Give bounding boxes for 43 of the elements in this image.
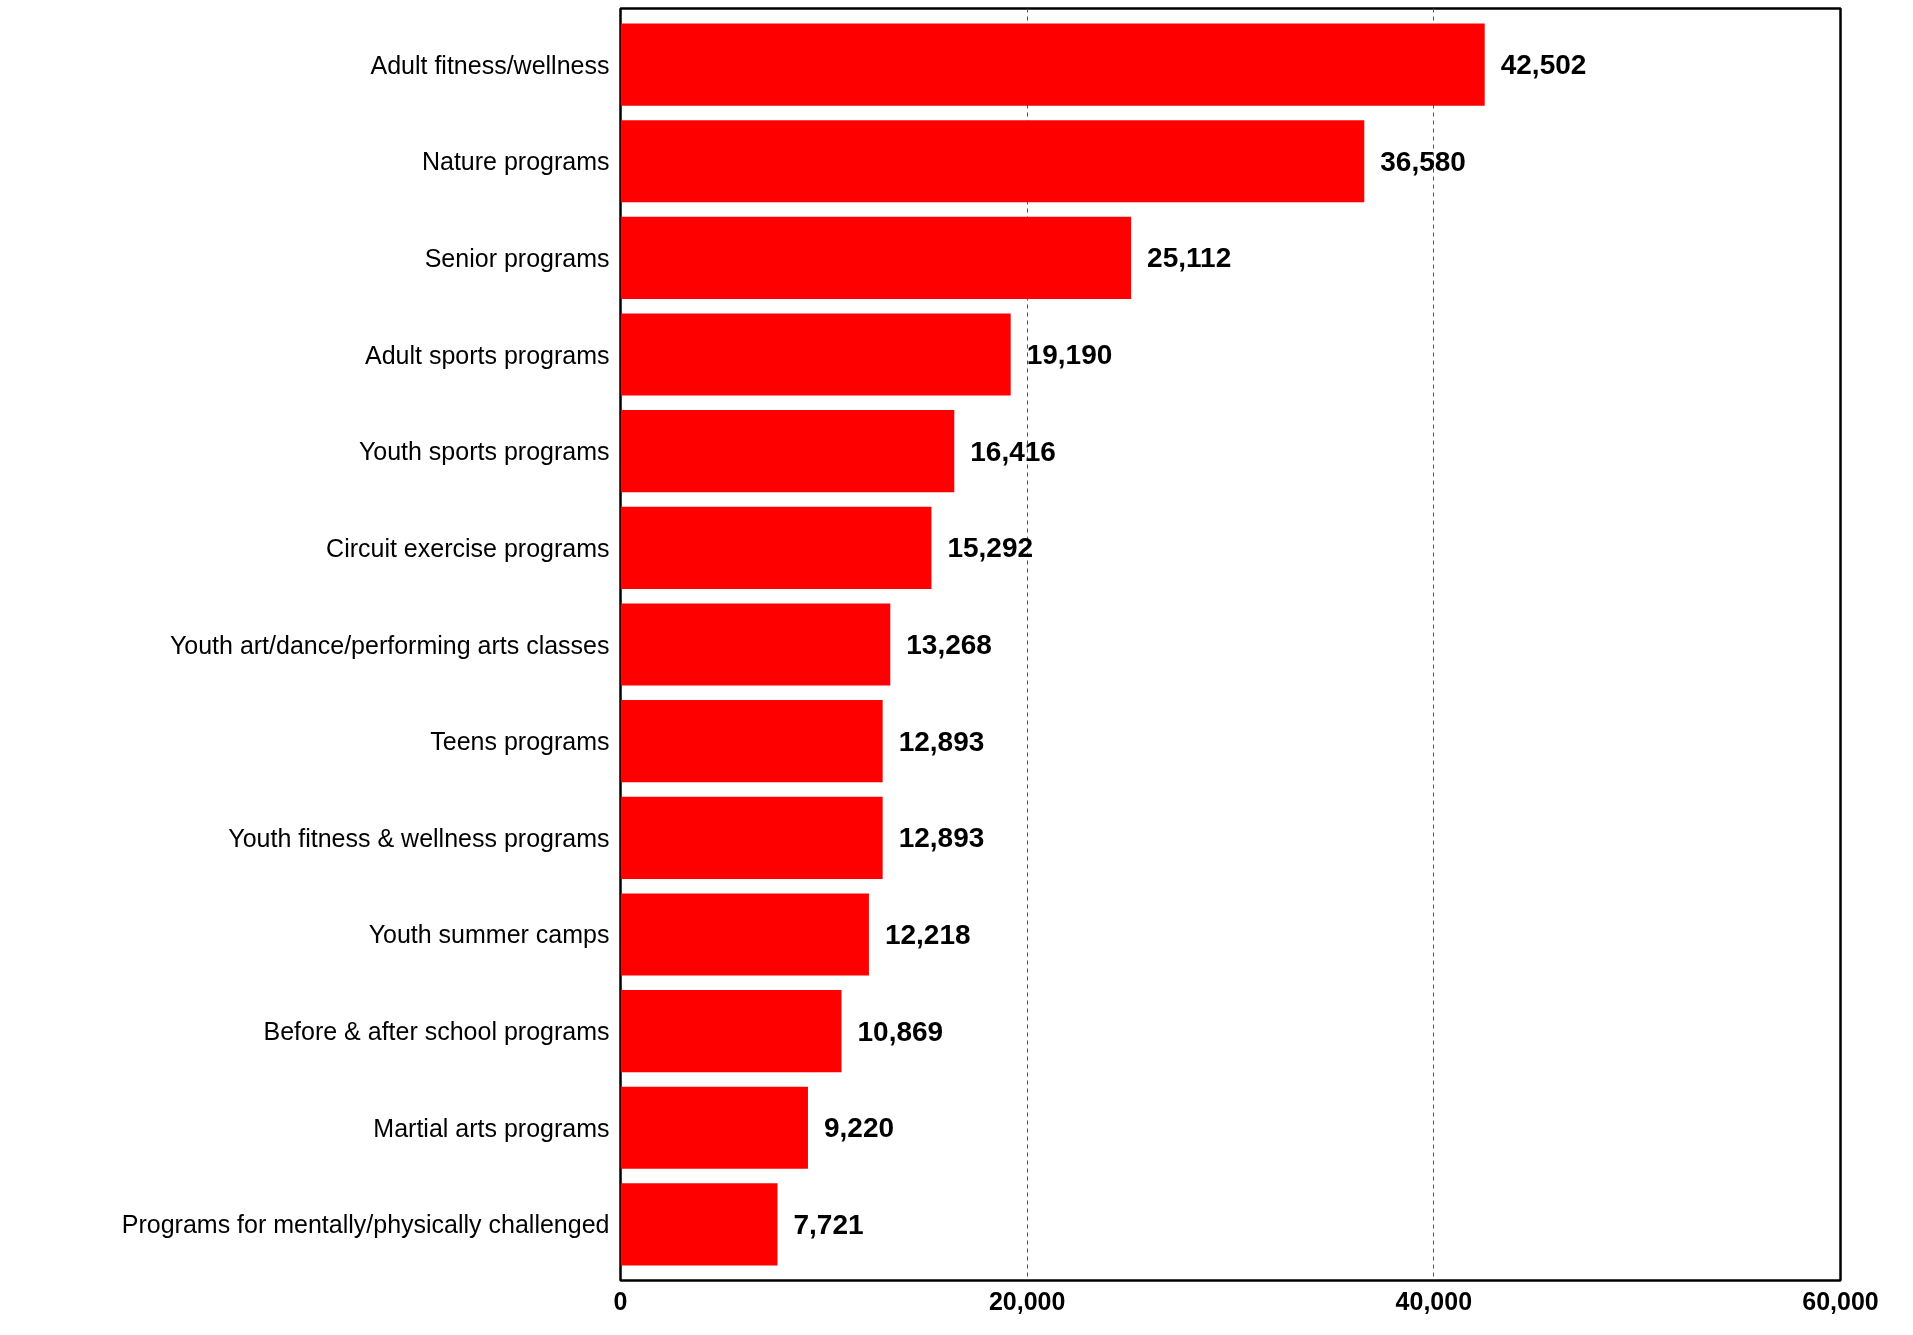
y-tick-label: Nature programs — [421, 147, 610, 176]
data-label: 36,580 — [1380, 145, 1466, 177]
bar — [620, 313, 1011, 396]
bar — [620, 120, 1365, 203]
y-tick-label: Teens programs — [430, 727, 610, 756]
data-label: 10,869 — [857, 1015, 944, 1047]
data-label: 13,268 — [906, 629, 992, 660]
x-tick-label: 0 — [613, 1286, 628, 1315]
y-tick-label: Adult sports programs — [364, 340, 610, 369]
bar — [620, 1086, 808, 1169]
bar — [620, 23, 1485, 106]
x-tick-label: 60,000 — [1802, 1286, 1879, 1315]
x-tick-label: 20,000 — [988, 1286, 1066, 1315]
y-tick-label: Youth sports programs — [358, 437, 610, 466]
data-label: 42,502 — [1500, 49, 1587, 81]
data-label: 16,416 — [970, 435, 1056, 467]
bar — [620, 893, 869, 976]
bar — [620, 796, 883, 879]
x-tick-label: 40,000 — [1395, 1286, 1473, 1315]
y-tick-label: Adult fitness/wellness — [370, 50, 610, 79]
data-label: 12,218 — [884, 918, 971, 950]
y-tick-label: Circuit exercise programs — [326, 533, 610, 562]
bar — [620, 506, 932, 589]
y-tick-label: Youth art/dance/performing arts classes — [169, 630, 610, 659]
data-label: 12,893 — [898, 725, 985, 757]
bar — [620, 410, 955, 493]
y-tick-label: Youth summer camps — [368, 920, 610, 949]
y-tick-label: Programs for mentally/physically challenged — [121, 1210, 610, 1239]
data-label: 25,112 — [1147, 242, 1232, 274]
y-tick-label: Martial arts programs — [373, 1113, 610, 1142]
y-tick-label: Senior programs — [424, 243, 610, 272]
data-label: 12,893 — [898, 822, 985, 854]
data-label: 9,220 — [823, 1112, 895, 1144]
y-tick-label: Youth fitness & wellness programs — [228, 823, 610, 852]
bar — [620, 216, 1132, 299]
data-label: 7,721 — [793, 1208, 864, 1240]
data-label: 19,190 — [1026, 339, 1113, 371]
bar — [620, 700, 883, 783]
y-tick-label: Before & after school programs — [263, 1017, 610, 1046]
data-label: 15,292 — [947, 532, 1034, 564]
bar — [620, 990, 842, 1073]
bar — [620, 603, 891, 686]
bar — [620, 1183, 778, 1266]
